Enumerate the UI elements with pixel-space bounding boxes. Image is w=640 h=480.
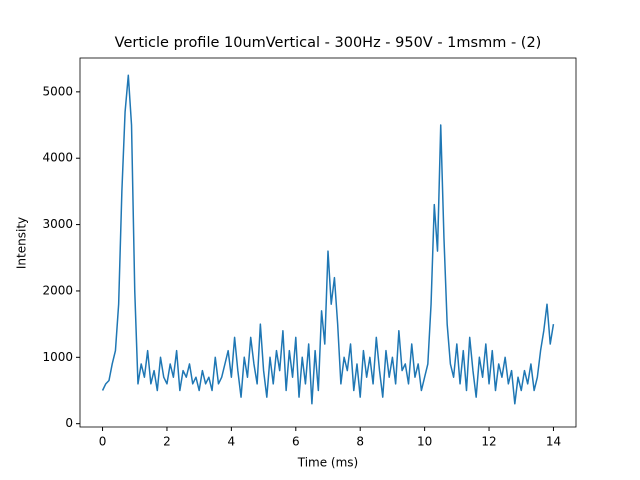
x-tick-label: 12 (481, 435, 496, 449)
plot-frame (79, 57, 577, 428)
chart-title: Verticle profile 10umVertical - 300Hz - … (115, 35, 542, 51)
y-axis-label: Intensity (15, 217, 29, 269)
x-axis-label: Time (ms) (297, 456, 359, 470)
x-tick-label: 4 (228, 435, 236, 449)
y-tick-label: 1000 (42, 350, 73, 364)
y-tick-label: 5000 (42, 84, 73, 98)
x-tick-label: 10 (417, 435, 432, 449)
x-tick-label: 14 (546, 435, 561, 449)
y-tick-label: 4000 (42, 151, 73, 165)
y-tick-label: 3000 (42, 217, 73, 231)
data-line (101, 74, 555, 405)
x-tick-label: 0 (99, 435, 107, 449)
x-tick-label: 2 (163, 435, 171, 449)
y-tick-label: 0 (65, 416, 73, 430)
x-tick-label: 8 (356, 435, 364, 449)
y-tick-label: 2000 (42, 283, 73, 297)
x-tick-label: 6 (292, 435, 300, 449)
